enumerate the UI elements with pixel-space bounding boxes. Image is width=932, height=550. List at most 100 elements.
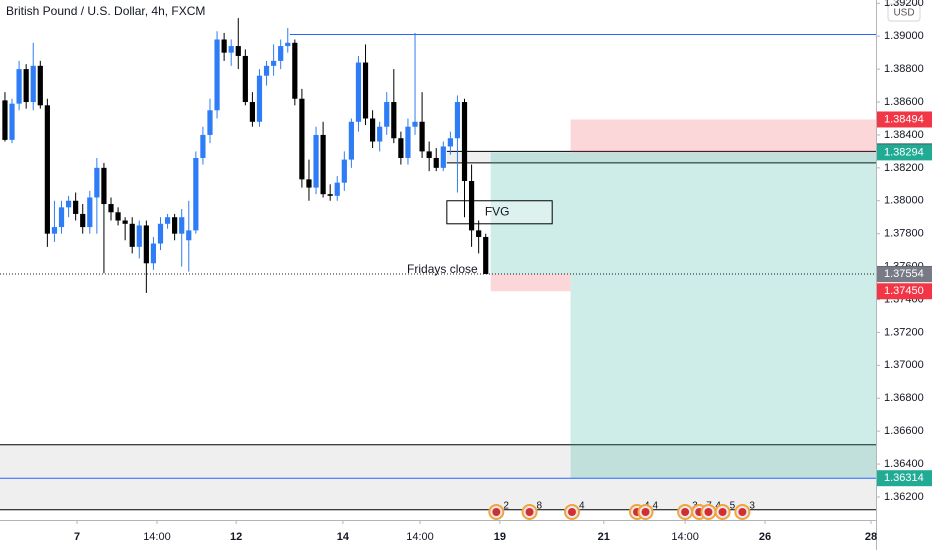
candle-body	[2, 100, 8, 140]
x-tick-label: 14:00	[143, 531, 171, 543]
event-count: 2	[503, 501, 509, 512]
candle-body	[58, 207, 65, 228]
candle-body	[278, 46, 284, 61]
candle-body	[391, 102, 397, 139]
event-flag	[738, 508, 747, 516]
candle-body	[426, 151, 432, 158]
profit-zone	[570, 152, 876, 479]
candle-body	[228, 46, 234, 53]
candle-body	[164, 217, 171, 224]
candle-body	[433, 157, 439, 168]
event-flag	[718, 508, 727, 516]
candle-body	[384, 102, 390, 127]
event-count: 3	[749, 501, 755, 512]
candle-body	[447, 138, 453, 147]
candle-body	[65, 200, 72, 208]
y-tick-label: 1.38400	[884, 129, 924, 141]
fvg-label: FVG	[485, 204, 510, 218]
candle-body	[370, 118, 376, 142]
candle-body	[440, 146, 446, 168]
chart-title: British Pound / U.S. Dollar, 4h, FXCM	[6, 4, 205, 18]
candle-body	[129, 223, 135, 247]
event-flag	[492, 508, 501, 516]
close-note: Fridays close	[407, 262, 478, 276]
y-tick-label: 1.39000	[884, 30, 924, 42]
candle-body	[37, 65, 43, 106]
candle-body	[221, 39, 227, 53]
candle-body	[398, 138, 404, 158]
event-count: 4	[653, 501, 659, 512]
candle-body	[136, 225, 142, 247]
candle-body	[16, 69, 22, 104]
y-tick-label: 1.37000	[884, 359, 924, 371]
y-tick-label: 1.37800	[884, 228, 924, 240]
candle-body	[377, 126, 383, 142]
price-tag-label: 1.37450	[884, 285, 924, 297]
candle-body	[362, 62, 369, 119]
candle-body	[327, 194, 333, 196]
x-tick-label: 7	[74, 531, 80, 543]
candle-body	[23, 69, 29, 103]
price-tag	[877, 283, 932, 300]
candle-body	[405, 126, 411, 158]
candle-body	[115, 212, 121, 221]
y-tick-label: 1.38200	[884, 162, 924, 174]
candle-body	[341, 159, 347, 183]
candle-body	[207, 110, 213, 135]
price-tag	[877, 266, 932, 283]
candle-body	[108, 204, 114, 213]
candle-body	[9, 103, 15, 140]
candle-body	[412, 121, 418, 127]
candle-body	[285, 42, 291, 47]
y-tick-label: 1.37200	[884, 326, 924, 338]
loss-zone	[490, 273, 571, 292]
x-tick-label: 19	[494, 531, 506, 543]
price-tag-label: 1.37554	[884, 268, 924, 280]
price-tag-label: 1.38494	[884, 113, 924, 125]
x-tick-label: 26	[759, 531, 771, 543]
candle-body	[94, 167, 100, 198]
candle-body	[143, 225, 149, 264]
zone	[446, 151, 876, 163]
candle-body	[263, 65, 270, 76]
x-tick-label: 21	[598, 531, 610, 543]
y-tick-label: 1.39200	[884, 0, 924, 9]
event-flag	[567, 508, 576, 516]
candle-body	[348, 121, 354, 160]
candle-body	[172, 217, 178, 234]
y-tick-label: 1.38600	[884, 96, 924, 108]
candle-body	[214, 39, 220, 111]
y-tick-label: 1.36800	[884, 392, 924, 404]
x-tick-label: 14	[337, 531, 350, 543]
zone	[0, 444, 876, 510]
event-flag	[525, 508, 534, 516]
candle-body	[87, 197, 93, 228]
candle-body	[30, 65, 36, 103]
event-flag	[641, 508, 650, 516]
candle-body	[292, 42, 298, 99]
candle-body	[483, 236, 489, 274]
y-tick-label: 1.38800	[884, 63, 924, 75]
candle-body	[150, 243, 157, 264]
y-tick-label: 1.38000	[884, 195, 924, 207]
candle-body	[454, 102, 461, 139]
candle-body	[320, 134, 326, 195]
x-tick-label: 14:00	[671, 531, 699, 543]
candle-body	[200, 134, 206, 158]
price-tag	[877, 144, 932, 161]
candle-body	[306, 179, 312, 188]
candle-body	[193, 157, 199, 231]
candle-body	[419, 121, 425, 152]
candle-body	[271, 60, 277, 66]
candle-body	[157, 223, 164, 244]
candle-body	[334, 182, 340, 196]
candle-body	[242, 55, 248, 103]
event-count: 5	[730, 501, 736, 512]
candle-body	[355, 62, 362, 122]
profit-zone	[490, 152, 571, 274]
candle-body	[256, 75, 263, 122]
y-tick-label: 1.36400	[884, 458, 924, 470]
